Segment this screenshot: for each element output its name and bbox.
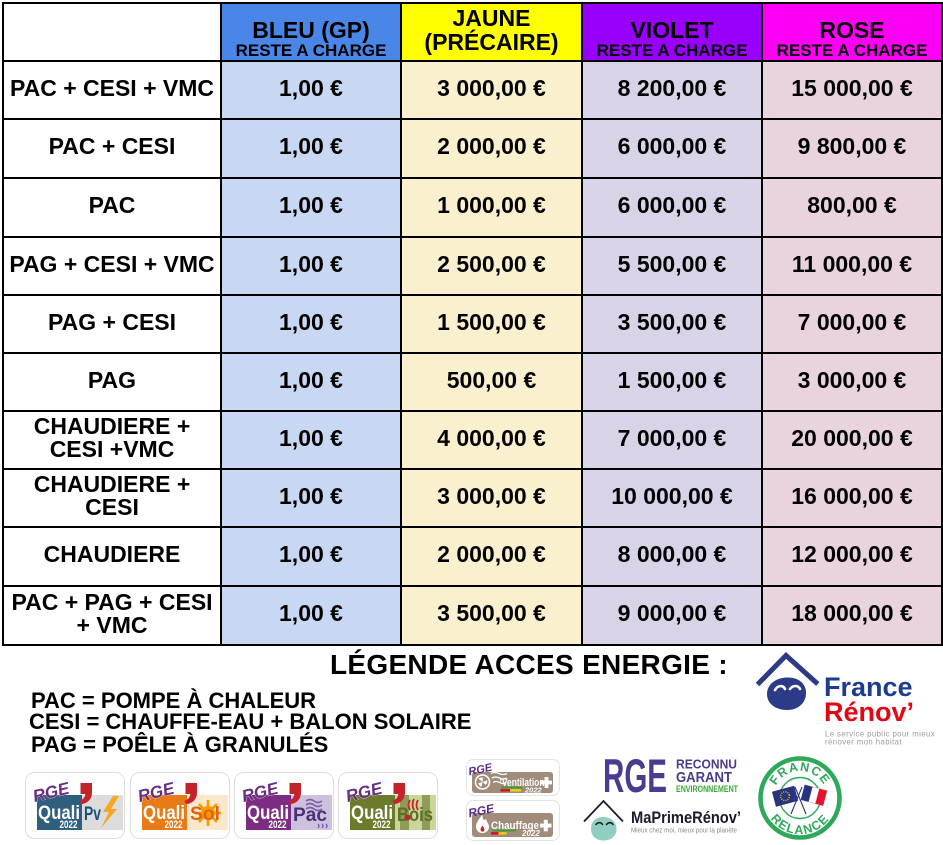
svg-text:Pac: Pac — [293, 805, 327, 826]
svg-text:Pv: Pv — [84, 804, 101, 825]
svg-text:ENVIRONNEMENT: ENVIRONNEMENT — [676, 784, 738, 795]
svg-text:RGE: RGE — [467, 761, 493, 778]
svg-text:Sol: Sol — [190, 804, 220, 825]
svg-text:2022: 2022 — [165, 819, 183, 831]
svg-text:RGE: RGE — [31, 778, 72, 806]
svg-text:2022: 2022 — [521, 829, 540, 838]
svg-text:2022: 2022 — [60, 819, 78, 831]
svg-text:2022: 2022 — [524, 786, 543, 795]
svg-text:rénover mon habitat: rénover mon habitat — [825, 738, 902, 747]
svg-text:MaPrimeRénov’: MaPrimeRénov’ — [631, 809, 741, 827]
svg-text:GARANT: GARANT — [676, 769, 732, 786]
svg-text:RGE: RGE — [603, 755, 667, 795]
svg-text:Quali: Quali — [351, 803, 393, 824]
svg-text:Bois: Bois — [397, 805, 433, 826]
svg-text:RECONNU: RECONNU — [676, 757, 737, 772]
svg-text:2022: 2022 — [373, 819, 391, 831]
svg-text:Mieux chez moi, mieux pour la: Mieux chez moi, mieux pour la planète — [631, 826, 737, 835]
svg-text:Quali: Quali — [247, 803, 289, 824]
svg-text:Le service public pour mieux: Le service public pour mieux — [825, 730, 935, 739]
svg-text:Quali: Quali — [38, 803, 80, 824]
svg-text:Rénov’: Rénov’ — [824, 697, 914, 727]
svg-text:Chauffage: Chauffage — [491, 820, 539, 832]
svg-text:’Ventilation: ’Ventilation — [500, 777, 545, 789]
svg-text:France: France — [824, 672, 913, 702]
svg-text:Quali: Quali — [143, 803, 185, 824]
svg-text:RGE: RGE — [467, 801, 496, 820]
svg-text:2022: 2022 — [269, 819, 287, 831]
